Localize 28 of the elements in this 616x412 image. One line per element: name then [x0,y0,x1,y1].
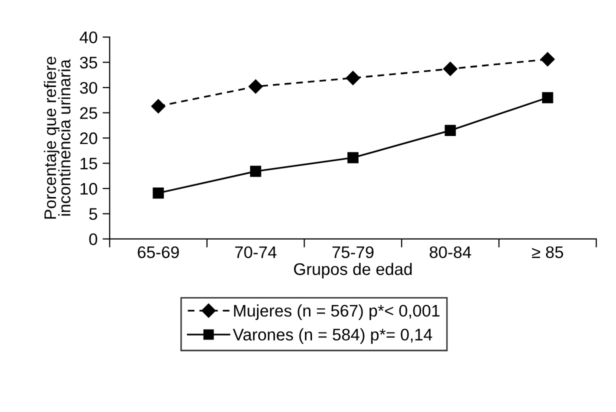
point [540,52,555,66]
y-tick-label: 0 [89,233,98,246]
y-tick-label: 20 [80,132,98,144]
x-tick-label: 70-74 [235,246,276,258]
point [347,152,359,164]
point [248,79,263,94]
y-axis-title: Porcentaje que refiere incontinencia urinaria [44,56,70,219]
x-axis-title: Grupos de edad [294,262,412,278]
y-tick-label: 15 [80,158,98,170]
y-tick-label: 10 [80,182,98,195]
point [444,124,456,136]
y-tick-label: 40 [80,31,98,44]
x-tick-label: 80-84 [430,246,472,258]
point [443,62,458,76]
point [151,99,166,114]
x-tick-label: 75-79 [332,246,374,258]
y-tick-label: 25 [80,107,98,119]
x-tick-label: ≥ 85 [532,246,564,258]
point [250,166,262,177]
point [152,187,164,199]
y-tick-label: 30 [80,82,98,94]
point [346,70,360,86]
legend-label: Mujeres (n = 567) p*< 0,001 [234,304,440,320]
y-tick-label: 35 [80,56,98,69]
x-tick-label: 65-69 [138,246,179,258]
y-tick-label: 5 [89,208,98,220]
point [542,92,554,104]
legend-label: Varones (n = 584) p*= 0,14 [232,328,432,344]
